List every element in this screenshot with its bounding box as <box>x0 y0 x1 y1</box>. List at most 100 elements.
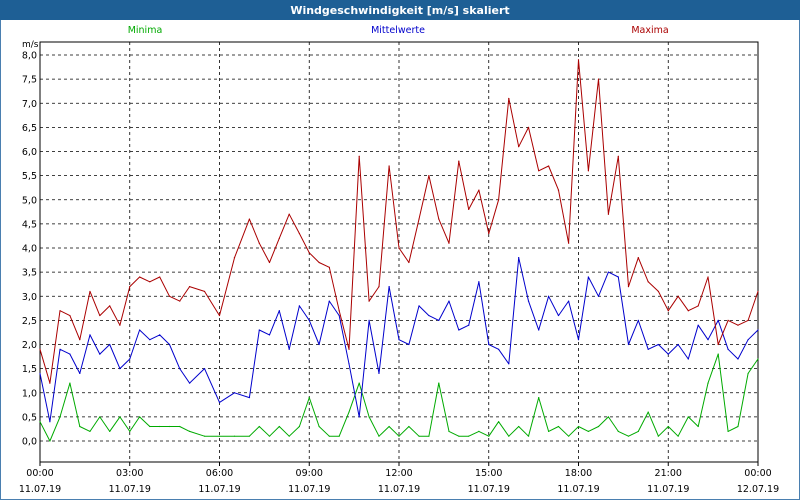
data-point-maxima <box>637 257 639 259</box>
x-tick-time: 09:00 <box>296 468 323 479</box>
data-point-maxima <box>358 155 360 157</box>
data-point-minima <box>637 430 639 432</box>
data-point-maxima <box>49 382 51 384</box>
data-point-minima <box>398 435 400 437</box>
data-point-minima <box>697 425 699 428</box>
wind-speed-chart: 0,0 0,5 1,0 1,5 2,0 2,5 3,0 3,5 4,0 4,5 5,0 5,5 6,0 6… <box>19 25 779 495</box>
data-point-maxima <box>368 300 370 302</box>
x-tick-time: 12:00 <box>385 468 412 479</box>
data-point-minima <box>318 425 320 428</box>
data-point-mittelwerte <box>368 319 370 321</box>
data-point-minima <box>478 430 480 432</box>
x-tick-time: 03:00 <box>116 468 143 479</box>
data-point-minima <box>168 425 171 428</box>
x-tick-date: 11.07.19 <box>109 484 151 495</box>
data-point-minima <box>518 425 520 428</box>
data-point-maxima <box>498 199 500 201</box>
data-point-mittelwerte <box>518 257 520 259</box>
data-point-mittelwerte <box>39 372 41 375</box>
data-point-mittelwerte <box>298 305 300 307</box>
data-point-minima <box>428 435 430 437</box>
data-point-maxima <box>458 160 460 162</box>
data-point-mittelwerte <box>667 353 669 355</box>
y-tick-label: 1,5 <box>22 364 37 375</box>
data-point-maxima <box>667 310 669 312</box>
data-point-mittelwerte <box>727 348 729 350</box>
x-tick-date: 11.07.19 <box>378 484 420 495</box>
data-point-minima <box>149 425 151 428</box>
data-point-mittelwerte <box>547 295 550 297</box>
data-point-minima <box>119 416 121 418</box>
data-point-mittelwerte <box>468 324 470 326</box>
x-tick-time: 21:00 <box>655 468 682 479</box>
y-tick-label: 0,5 <box>22 412 37 423</box>
x-tick-time: 06:00 <box>206 468 233 479</box>
y-tick-label: 6,5 <box>22 123 37 134</box>
data-point-mittelwerte <box>757 329 759 331</box>
data-point-minima <box>527 435 530 437</box>
data-point-mittelwerte <box>338 314 340 317</box>
legend-mittelwerte: Mittelwerte <box>371 25 425 36</box>
data-point-minima <box>577 425 580 428</box>
window-title: Windgeschwindigkeit [m/s] skaliert <box>0 0 800 20</box>
data-point-maxima <box>398 247 400 249</box>
data-point-maxima <box>438 218 440 220</box>
data-point-minima <box>348 411 350 413</box>
data-point-minima <box>99 416 101 418</box>
x-tick-date: 12.07.19 <box>737 484 779 495</box>
data-point-maxima <box>99 314 101 317</box>
data-point-mittelwerte <box>79 372 81 375</box>
data-point-mittelwerte <box>268 334 271 336</box>
data-point-maxima <box>39 348 41 350</box>
data-point-maxima <box>587 170 589 172</box>
data-point-mittelwerte <box>508 363 510 365</box>
data-point-minima <box>188 430 191 432</box>
data-point-maxima <box>408 261 410 264</box>
data-point-maxima <box>488 232 490 235</box>
data-point-mittelwerte <box>168 343 171 346</box>
data-point-mittelwerte <box>129 358 131 360</box>
data-point-maxima <box>527 126 530 128</box>
data-point-maxima <box>388 165 390 167</box>
y-tick-label: 5,0 <box>22 195 37 206</box>
legend-maxima: Maxima <box>631 25 668 36</box>
data-point-minima <box>408 425 410 428</box>
data-point-minima <box>647 411 649 413</box>
data-point-maxima <box>418 218 420 220</box>
data-point-maxima <box>657 290 659 293</box>
y-axis-label: m/s <box>22 40 39 50</box>
data-point-maxima <box>119 324 121 326</box>
data-point-maxima <box>268 261 271 264</box>
data-point-minima <box>627 435 630 437</box>
data-point-mittelwerte <box>428 314 430 317</box>
data-point-minima <box>747 372 749 375</box>
data-point-maxima <box>278 237 280 239</box>
data-point-mittelwerte <box>488 343 490 346</box>
data-point-mittelwerte <box>577 339 580 341</box>
data-point-maxima <box>89 290 91 293</box>
y-tick-label: 7,0 <box>22 99 37 110</box>
data-point-mittelwerte <box>568 300 570 302</box>
data-point-maxima <box>69 314 71 317</box>
data-point-minima <box>288 435 290 437</box>
data-point-mittelwerte <box>627 343 630 346</box>
legend-minima: Minima <box>128 25 163 36</box>
data-point-mittelwerte <box>348 363 350 365</box>
data-point-maxima <box>468 208 470 210</box>
data-point-minima <box>159 425 161 428</box>
data-point-maxima <box>179 300 181 302</box>
data-point-minima <box>298 425 300 428</box>
data-point-maxima <box>448 242 450 244</box>
x-tick-date: 11.07.19 <box>19 484 61 495</box>
data-point-mittelwerte <box>478 281 480 283</box>
data-point-mittelwerte <box>378 372 380 375</box>
data-point-mittelwerte <box>119 368 121 370</box>
data-point-mittelwerte <box>587 276 589 278</box>
data-point-mittelwerte <box>203 368 206 370</box>
data-point-mittelwerte <box>233 392 236 394</box>
data-point-minima <box>508 435 510 437</box>
data-point-mittelwerte <box>408 343 410 346</box>
data-point-mittelwerte <box>498 348 500 350</box>
data-point-maxima <box>318 261 320 264</box>
y-tick-label: 4,0 <box>22 244 37 255</box>
